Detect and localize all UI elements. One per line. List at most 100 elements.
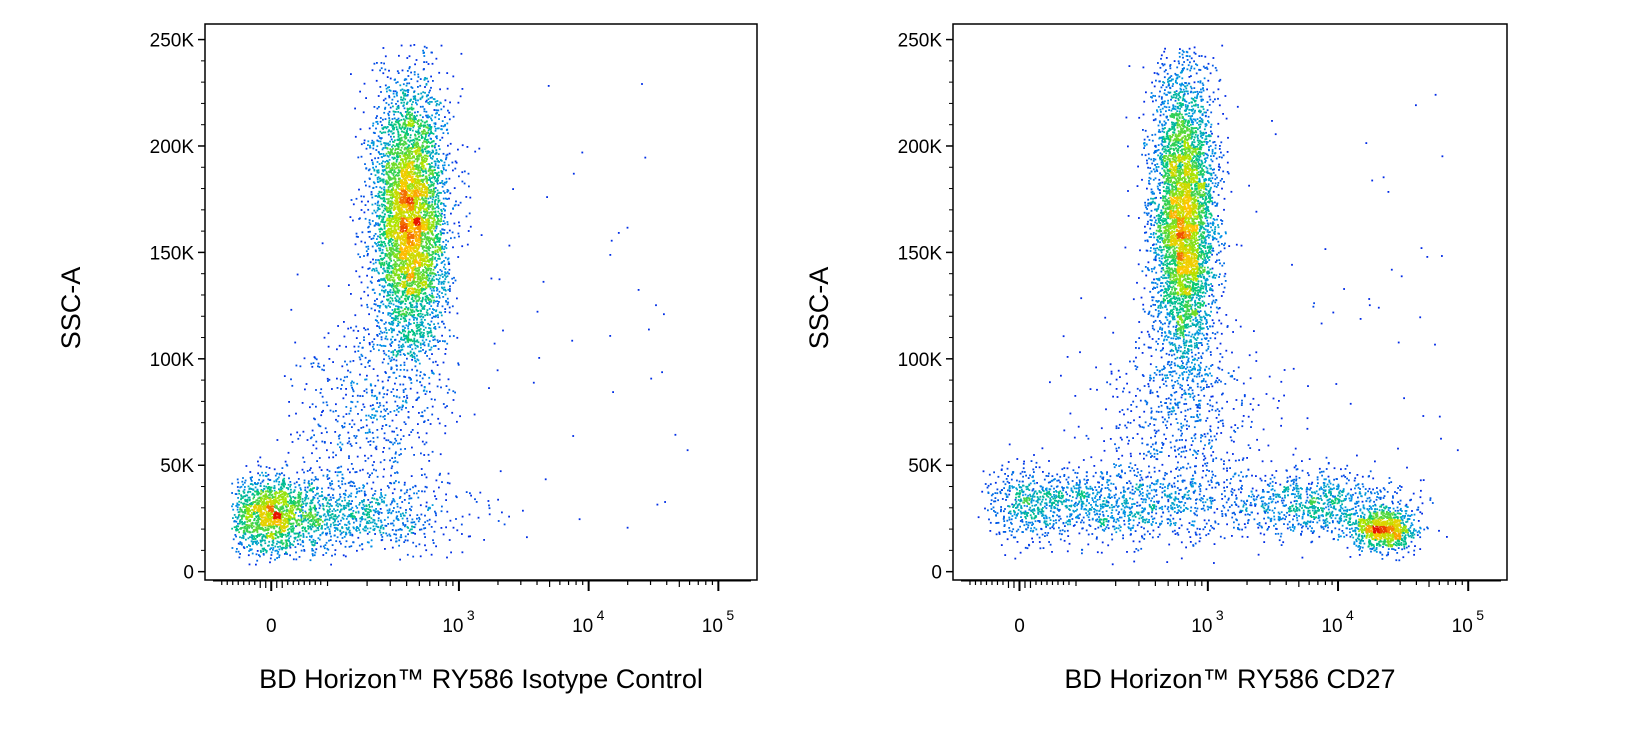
event-dot [368, 504, 370, 506]
event-dot [250, 502, 253, 504]
event-dot [284, 460, 287, 463]
event-dot [407, 204, 410, 207]
event-dot [443, 229, 446, 231]
event-dot [488, 504, 490, 507]
event-dot [343, 496, 346, 499]
event-dot [286, 525, 289, 528]
event-dot [396, 295, 399, 298]
event-dot [406, 249, 409, 252]
event-dot [361, 266, 364, 269]
event-dot [235, 505, 238, 507]
event-dot [395, 93, 398, 95]
event-dot [381, 243, 383, 246]
event-dot [234, 516, 237, 518]
event-dot [421, 159, 423, 161]
event-dot [444, 271, 446, 274]
event-dot [242, 546, 245, 548]
event-dot [273, 510, 276, 513]
event-dot [409, 171, 411, 174]
event-dot [280, 515, 283, 517]
event-dot [387, 228, 389, 231]
event-dot [281, 521, 284, 524]
event-dot [263, 547, 266, 550]
event-dot [335, 523, 337, 526]
event-dot [271, 513, 273, 515]
event-dot [457, 362, 460, 365]
event-dot [418, 208, 420, 211]
event-dot [437, 199, 440, 202]
event-dot [426, 295, 428, 297]
event-dot [246, 517, 248, 520]
event-dot [259, 500, 262, 503]
event-dot [386, 159, 388, 162]
event-dot [383, 111, 386, 114]
event-dot [252, 522, 254, 525]
event-dot [414, 217, 417, 220]
event-dot [406, 311, 408, 314]
event-dot [365, 250, 368, 253]
event-dot [428, 265, 430, 267]
event-dot [307, 521, 310, 524]
event-dot [434, 160, 437, 163]
event-dot [247, 512, 250, 514]
event-dot [264, 495, 266, 498]
event-dot [389, 219, 391, 222]
event-dot [310, 541, 313, 544]
event-dot [367, 140, 370, 143]
event-dot [399, 496, 402, 498]
event-dot [296, 524, 298, 527]
event-dot [424, 295, 427, 298]
event-dot [255, 542, 257, 545]
event-dot [285, 515, 288, 517]
event-dot [434, 235, 437, 237]
event-dot [387, 512, 390, 514]
event-dot [266, 513, 268, 515]
event-dot [429, 101, 431, 103]
event-dot [400, 127, 403, 130]
event-dot [288, 512, 291, 515]
event-dot [411, 275, 414, 278]
event-dot [301, 520, 303, 523]
event-dot [452, 526, 455, 529]
event-dot [246, 530, 249, 533]
event-dot [335, 504, 338, 507]
event-dot [403, 101, 405, 104]
event-dot [415, 157, 418, 160]
event-dot [335, 540, 338, 542]
event-dot [271, 540, 274, 543]
event-dot [381, 172, 383, 175]
event-dot [322, 514, 325, 517]
event-dot [374, 233, 377, 235]
event-dot [235, 526, 238, 528]
event-dot [430, 295, 432, 297]
event-dot [387, 299, 389, 302]
event-dot [298, 491, 300, 494]
event-dot [389, 300, 392, 303]
event-dot [418, 278, 421, 280]
event-dot [299, 500, 301, 503]
event-dot [286, 546, 288, 549]
event-dot [267, 500, 270, 503]
event-dot [407, 270, 410, 273]
event-dot [240, 497, 243, 500]
event-dot [435, 223, 438, 226]
event-dot [311, 524, 313, 527]
event-dot [240, 495, 243, 498]
event-dot [257, 519, 259, 522]
event-dot [265, 505, 268, 508]
event-dot [411, 87, 414, 89]
event-dot [426, 152, 428, 155]
event-dot [374, 303, 377, 306]
event-dot [405, 287, 407, 290]
event-dot [324, 519, 326, 522]
event-dot [408, 172, 411, 175]
event-dot [256, 535, 259, 537]
event-dot [406, 101, 409, 104]
event-dot [283, 474, 286, 477]
event-dot [247, 537, 250, 540]
event-dot [421, 197, 423, 200]
event-dot [283, 482, 286, 485]
event-dot [286, 495, 289, 498]
event-dot [242, 537, 245, 540]
event-dot [409, 123, 412, 125]
